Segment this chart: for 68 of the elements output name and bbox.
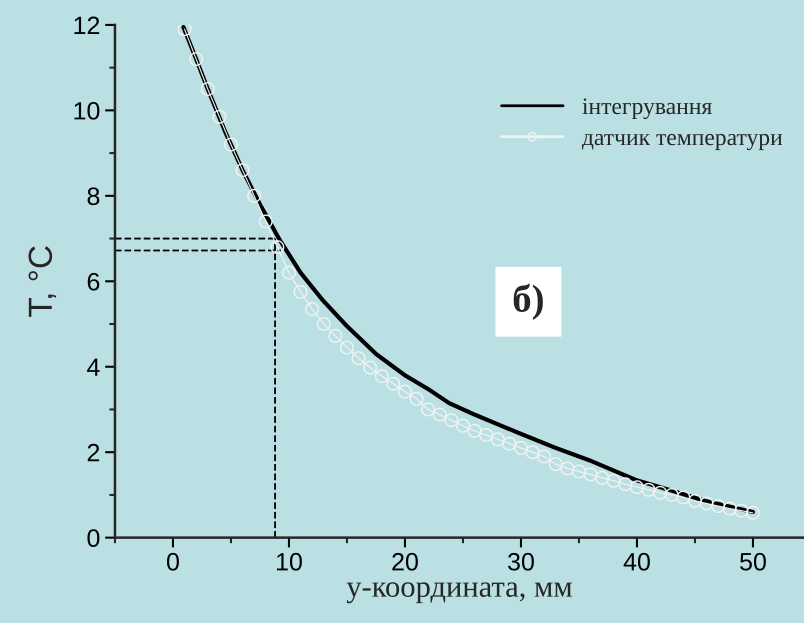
point <box>572 464 586 478</box>
point <box>352 351 366 366</box>
point <box>316 317 331 331</box>
point <box>258 214 273 228</box>
point <box>642 482 656 497</box>
point <box>178 24 192 36</box>
point <box>247 188 262 203</box>
legend-label: датчик температури <box>582 134 782 150</box>
x-tick-label: 20 <box>392 552 418 571</box>
point <box>537 450 552 464</box>
point <box>189 52 204 66</box>
annotation: б) <box>514 284 543 320</box>
legend-label: інтегрування <box>582 98 712 120</box>
point <box>236 163 250 178</box>
point <box>514 440 528 455</box>
y-tick-label: 12 <box>74 16 100 34</box>
point <box>618 477 632 492</box>
point <box>653 486 668 500</box>
point <box>490 432 505 446</box>
point <box>700 496 714 510</box>
point <box>734 504 748 518</box>
point <box>444 413 458 428</box>
point <box>282 266 296 280</box>
x-tick-label: 40 <box>624 552 650 571</box>
x-tick-label: 50 <box>740 552 766 571</box>
point <box>305 302 320 316</box>
x-tick-label: 0 <box>166 552 179 571</box>
x-axis-title: y-координата, мм <box>346 582 572 604</box>
point <box>584 467 598 482</box>
y-tick-label: 4 <box>87 358 100 376</box>
point <box>676 490 690 504</box>
point <box>374 369 389 384</box>
y-tick-label: 10 <box>74 102 100 120</box>
point <box>479 428 494 442</box>
x-tick-label: 30 <box>508 552 534 571</box>
point <box>746 506 760 520</box>
point <box>410 392 424 406</box>
point <box>688 494 702 508</box>
point <box>502 436 516 451</box>
y-axis-title: T, °C <box>28 246 56 317</box>
point <box>526 445 540 460</box>
point <box>664 488 679 502</box>
point <box>328 329 342 343</box>
x-tick-label: 10 <box>276 552 302 571</box>
point <box>200 82 215 96</box>
point <box>711 499 726 513</box>
y-tick-label: 8 <box>88 187 100 206</box>
point <box>468 424 482 438</box>
y-tick-label: 0 <box>87 529 100 547</box>
point <box>548 457 563 472</box>
point <box>560 461 574 476</box>
point <box>421 402 436 416</box>
point <box>294 285 308 299</box>
point <box>595 470 610 485</box>
point <box>270 240 284 254</box>
point <box>363 360 378 375</box>
point <box>212 110 226 124</box>
point <box>432 408 447 422</box>
point <box>398 384 412 398</box>
point <box>386 376 400 391</box>
point <box>456 418 470 433</box>
point <box>224 138 238 152</box>
y-tick-label: 2 <box>88 444 100 462</box>
point <box>606 474 621 488</box>
y-tick-label: 6 <box>88 272 100 291</box>
point <box>630 480 644 494</box>
point <box>340 340 354 354</box>
point <box>722 502 737 516</box>
